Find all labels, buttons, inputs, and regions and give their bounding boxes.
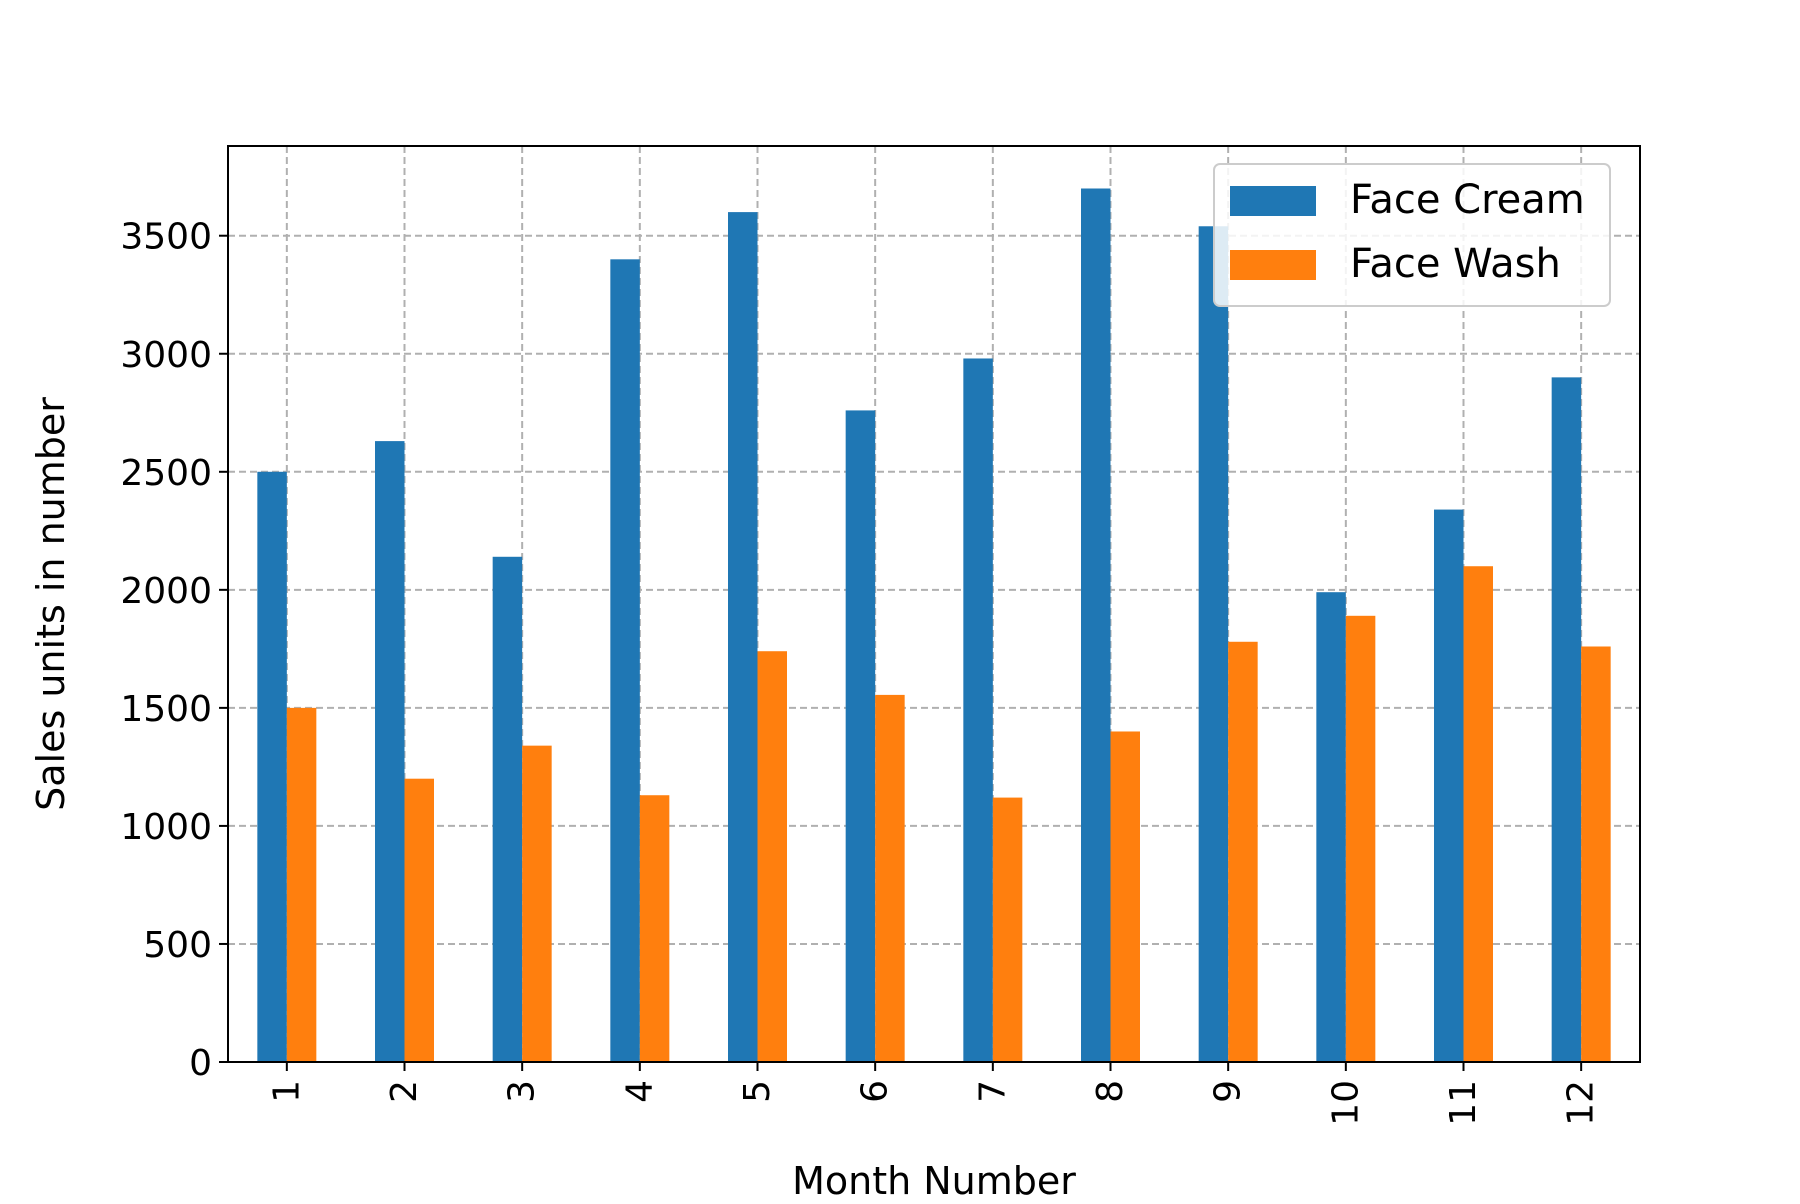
x-tick-label: 4 xyxy=(619,1080,660,1103)
bar-face-wash xyxy=(1345,615,1376,1062)
x-tick-label: 3 xyxy=(502,1080,543,1103)
y-tick-label: 1000 xyxy=(120,807,212,848)
bar-face-cream xyxy=(257,471,287,1062)
bar-face-cream xyxy=(375,441,405,1062)
legend-swatch xyxy=(1230,250,1316,280)
x-tick-label: 8 xyxy=(1090,1080,1131,1103)
x-tick-label: 11 xyxy=(1443,1080,1484,1126)
bar-face-wash xyxy=(992,797,1023,1062)
y-tick-label: 3500 xyxy=(120,217,212,258)
bar-face-cream xyxy=(963,358,993,1062)
y-tick-label: 2000 xyxy=(120,571,212,612)
bar-face-cream xyxy=(1198,226,1229,1062)
x-axis-label: Month Number xyxy=(792,1159,1076,1200)
y-tick-label: 1500 xyxy=(120,689,212,730)
bar-face-cream xyxy=(845,410,876,1063)
bar-face-wash xyxy=(1463,566,1493,1062)
x-tick-label: 5 xyxy=(737,1080,778,1103)
bar-face-wash xyxy=(404,778,434,1062)
bar-face-cream xyxy=(1551,377,1582,1062)
bar-face-cream xyxy=(610,259,640,1062)
x-tick-label: 1 xyxy=(266,1080,307,1103)
bar-face-wash xyxy=(1228,641,1258,1062)
bar-face-cream xyxy=(1316,592,1346,1062)
y-tick-label: 0 xyxy=(189,1043,212,1084)
legend: Face Cream Face Wash xyxy=(1213,163,1611,307)
legend-label: Face Cream xyxy=(1350,177,1585,223)
bar-face-wash xyxy=(1110,731,1140,1062)
bar-face-wash xyxy=(875,694,905,1062)
y-tick-label: 2500 xyxy=(120,453,212,494)
y-tick-label: 3000 xyxy=(120,335,212,376)
bar-face-wash xyxy=(1581,646,1611,1062)
x-tick-label: 9 xyxy=(1208,1080,1249,1103)
x-tick-label: 2 xyxy=(384,1080,425,1103)
x-tick-label: 10 xyxy=(1325,1080,1366,1126)
bar-face-wash xyxy=(286,707,317,1062)
bar-face-cream xyxy=(1434,509,1464,1062)
bar-face-cream xyxy=(1081,188,1111,1062)
bar-face-wash xyxy=(639,795,670,1062)
bar-face-wash xyxy=(522,745,552,1062)
x-tick-label: 12 xyxy=(1561,1080,1602,1126)
bars xyxy=(257,188,1611,1063)
bar-face-wash xyxy=(757,651,787,1062)
legend-swatch xyxy=(1230,186,1316,216)
plot-frame xyxy=(227,145,1641,1063)
x-tick-label: 7 xyxy=(972,1080,1013,1103)
y-axis-label: Sales units in number xyxy=(29,397,73,811)
bar-face-cream xyxy=(728,212,758,1062)
legend-label: Face Wash xyxy=(1350,241,1561,287)
bar-face-cream xyxy=(492,556,523,1062)
x-tick-label: 6 xyxy=(855,1080,896,1103)
y-tick-label: 500 xyxy=(143,925,212,966)
